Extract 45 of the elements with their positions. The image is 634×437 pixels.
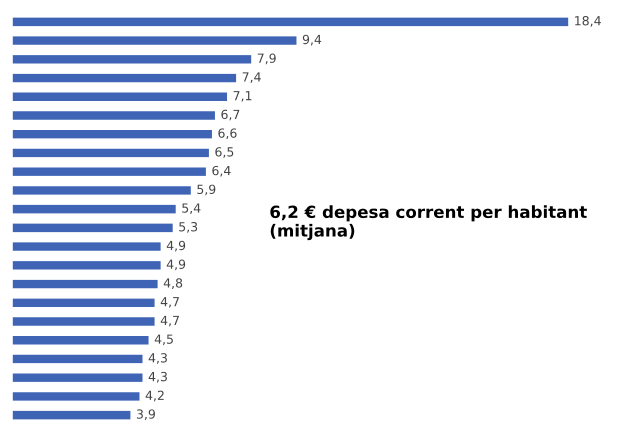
data-label: 5,3	[179, 222, 198, 233]
bar	[12, 410, 130, 420]
bar	[12, 36, 296, 45]
data-label: 3,9	[136, 409, 155, 420]
data-label: 9,4	[302, 34, 322, 46]
data-label: 4,3	[148, 353, 167, 364]
bar	[12, 261, 161, 270]
bar	[12, 242, 161, 251]
bar	[12, 130, 212, 138]
bar	[12, 336, 149, 344]
data-label: 4,5	[154, 334, 173, 346]
bar	[12, 317, 155, 326]
data-label: 6,4	[212, 166, 231, 177]
data-label: 4,8	[164, 278, 182, 289]
data-label: 7,1	[234, 91, 252, 102]
bar	[12, 354, 142, 364]
data-label: 5,4	[182, 203, 200, 214]
bar	[12, 280, 158, 288]
data-label: 4,7	[160, 297, 179, 308]
bar	[12, 18, 568, 26]
bar	[12, 74, 236, 82]
data-label: 6,6	[218, 128, 237, 140]
data-label: 6,7	[221, 110, 240, 120]
data-label: 4,3	[148, 372, 167, 383]
bar	[12, 224, 173, 232]
bar	[12, 298, 155, 307]
data-label: 7,4	[242, 72, 261, 83]
annotation: 6,2 € depesa corrent per habitant (mitjana)	[270, 205, 587, 240]
data-label: 18,4	[575, 16, 601, 27]
bar	[12, 392, 140, 401]
bar	[12, 55, 252, 64]
bar	[12, 373, 142, 382]
data-label: 4,9	[166, 240, 186, 252]
data-label: 4,2	[146, 390, 164, 402]
data-label: 5,9	[197, 184, 216, 196]
data-label: 4,9	[166, 259, 186, 270]
bar	[12, 111, 215, 120]
data-label: 4,7	[160, 316, 179, 326]
data-label: 6,5	[215, 147, 234, 158]
bar	[12, 186, 191, 195]
bar	[12, 92, 228, 101]
bar	[12, 204, 176, 214]
bar	[12, 167, 206, 176]
data-label: 7,9	[258, 53, 276, 64]
bar	[12, 148, 209, 158]
